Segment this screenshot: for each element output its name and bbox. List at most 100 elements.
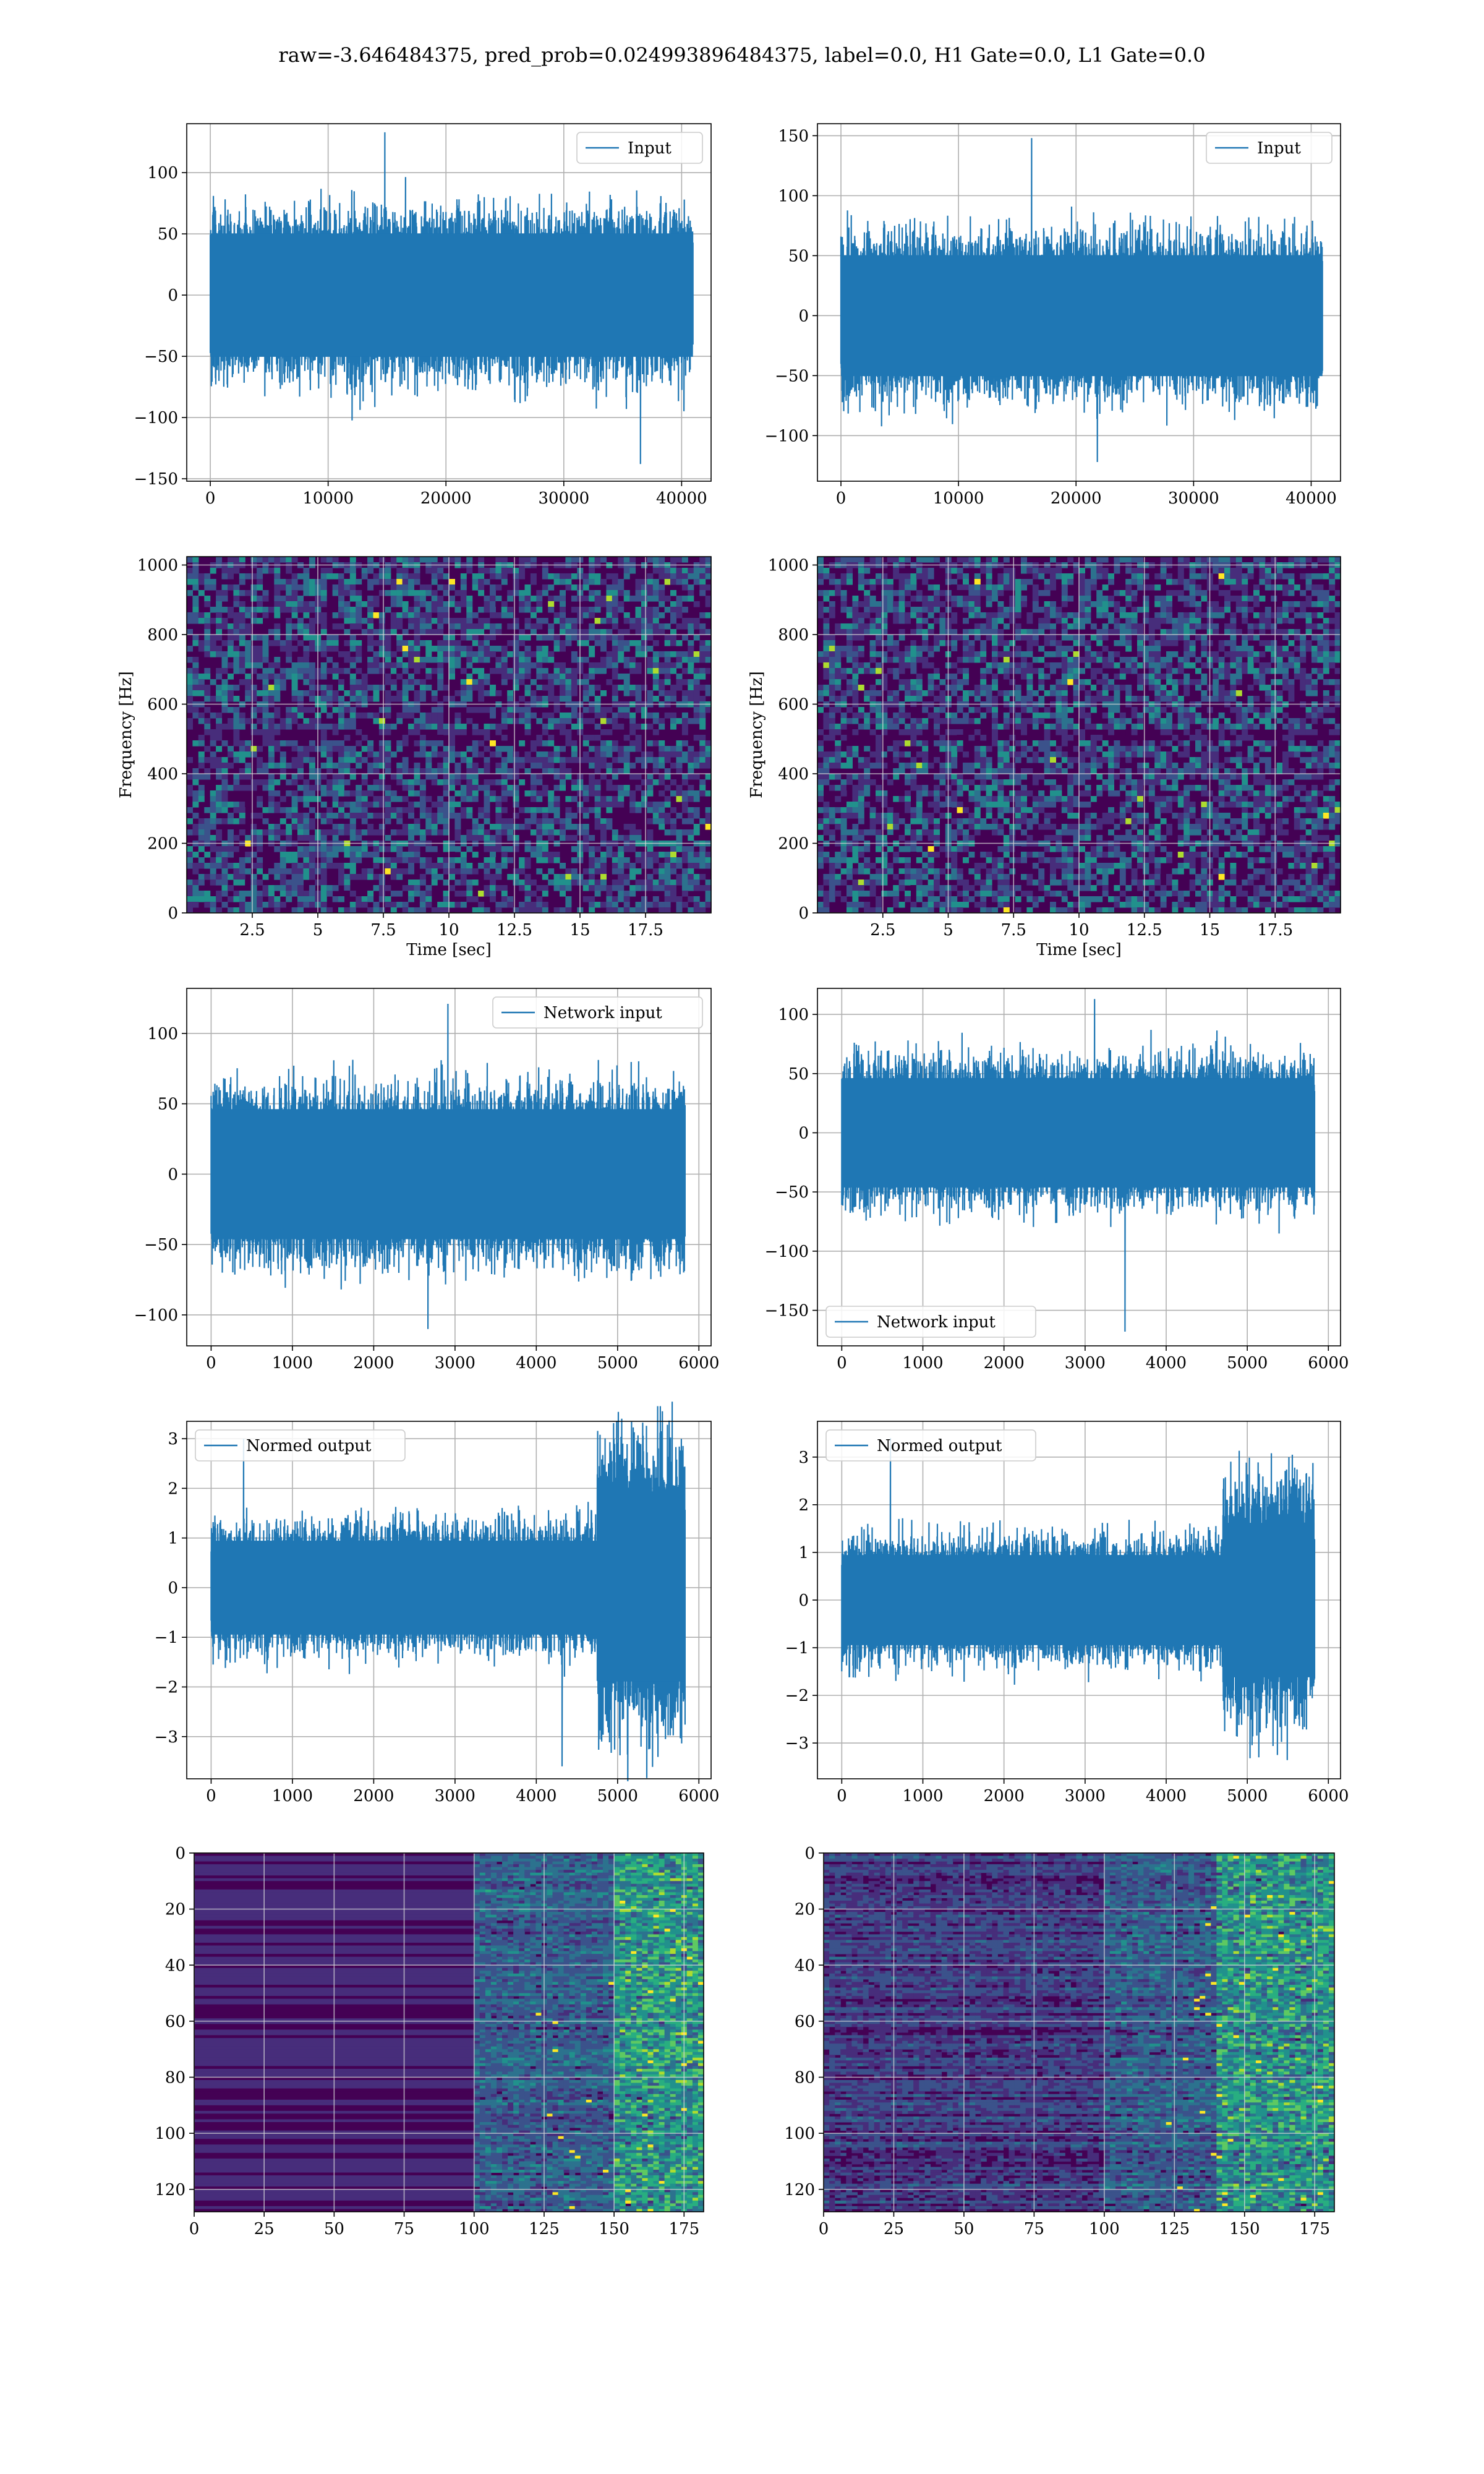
heatmap-cell — [606, 852, 612, 858]
heatmap-cell — [286, 596, 292, 602]
heatmap-cell — [239, 640, 245, 646]
heatmap-cell — [216, 596, 222, 602]
heatmap-cell — [466, 868, 472, 875]
heatmap-cell — [641, 584, 647, 591]
heatmap-cell — [676, 557, 683, 563]
heatmap-cell — [350, 596, 356, 602]
heatmap-cell — [1282, 601, 1289, 607]
heatmap-cell — [478, 729, 484, 735]
heatmap-cell — [321, 818, 327, 824]
heatmap-cell — [257, 802, 263, 808]
heatmap-cell — [659, 668, 665, 674]
heatmap-cell — [239, 679, 245, 685]
heatmap-cell — [606, 846, 612, 852]
heatmap-cell — [286, 707, 292, 713]
heatmap-cell — [1166, 612, 1172, 618]
heatmap-cell — [274, 579, 280, 585]
heatmap-cell — [899, 657, 905, 663]
heatmap-cell — [893, 618, 899, 624]
heatmap-cell — [414, 679, 420, 685]
heatmap-cell — [682, 657, 688, 663]
heatmap-cell — [495, 724, 501, 730]
heatmap-cell — [647, 885, 653, 891]
heatmap-cell — [1195, 657, 1201, 663]
heatmap-cell — [636, 880, 642, 886]
heatmap-cell — [565, 880, 571, 886]
heatmap-cell — [536, 829, 542, 836]
heatmap-cell — [922, 629, 928, 635]
heatmap-cell — [1062, 629, 1068, 635]
heatmap-cell — [682, 874, 688, 880]
heatmap-cell — [507, 790, 513, 797]
heatmap-cell — [829, 612, 835, 618]
heatmap-cell — [676, 790, 683, 797]
heatmap-cell — [699, 612, 706, 618]
chart-r1c2: Input0 10000 20000 30000 40000−100−500501001… — [765, 124, 1341, 508]
heatmap-cell — [699, 746, 706, 752]
heatmap-cell — [1265, 623, 1271, 630]
heatmap-cell — [612, 612, 618, 618]
heatmap-cell — [437, 796, 443, 802]
heatmap-cell — [216, 685, 222, 691]
heatmap-cell — [420, 557, 426, 563]
heatmap-cell — [1055, 662, 1062, 669]
heatmap-cell — [490, 590, 496, 596]
heatmap-cell — [992, 590, 998, 596]
heatmap-cell — [899, 635, 905, 641]
heatmap-cell — [408, 779, 414, 785]
heatmap-cell — [1120, 629, 1126, 635]
heatmap-cell — [1265, 612, 1271, 618]
heatmap-cell — [1201, 640, 1207, 646]
heatmap-cell — [1230, 568, 1236, 574]
heatmap-cell — [239, 891, 245, 897]
heatmap-cell — [893, 557, 899, 563]
heatmap-cell — [583, 796, 589, 802]
heatmap-cell — [1050, 640, 1056, 646]
heatmap-cell — [1242, 607, 1248, 613]
heatmap-cell — [1323, 646, 1329, 652]
heatmap-cell — [513, 796, 519, 802]
heatmap-cell — [373, 768, 380, 774]
heatmap-cell — [251, 662, 257, 669]
heatmap-cell — [858, 584, 864, 591]
heatmap-cell — [490, 601, 496, 607]
heatmap-cell — [303, 635, 309, 641]
heatmap-cell — [408, 802, 414, 808]
heatmap-cell — [618, 757, 624, 763]
heatmap-cell — [233, 774, 239, 780]
heatmap-cell — [251, 835, 257, 841]
heatmap-cell — [1190, 579, 1196, 585]
heatmap-cell — [1009, 668, 1015, 674]
heatmap-cell — [1317, 651, 1323, 657]
heatmap-cell — [600, 635, 607, 641]
heatmap-cell — [560, 724, 566, 730]
heatmap-cell — [846, 568, 853, 574]
heatmap-cell — [986, 612, 992, 618]
heatmap-cell — [350, 835, 356, 841]
heatmap-cell — [1137, 629, 1143, 635]
heatmap-cell — [670, 685, 676, 691]
heatmap-cell — [461, 813, 467, 819]
heatmap-cell — [629, 557, 636, 563]
heatmap-cell — [425, 807, 432, 813]
heatmap-cell — [192, 679, 198, 685]
heatmap-cell — [233, 907, 239, 914]
heatmap-cell — [1015, 601, 1021, 607]
heatmap-cell — [600, 796, 607, 802]
heatmap-cell — [222, 757, 228, 763]
heatmap-cell — [484, 813, 490, 819]
y-tick-label: 100 — [778, 187, 809, 205]
heatmap-cell — [321, 612, 327, 618]
heatmap-cell — [618, 601, 624, 607]
heatmap-cell — [916, 618, 923, 624]
heatmap-cell — [858, 601, 864, 607]
heatmap-cell — [292, 874, 298, 880]
heatmap-cell — [1096, 612, 1102, 618]
heatmap-cell — [939, 629, 945, 635]
heatmap-cell — [198, 785, 205, 791]
heatmap-cell — [1294, 662, 1300, 669]
heatmap-cell — [554, 596, 560, 602]
heatmap-cell — [309, 885, 315, 891]
heatmap-cell — [192, 779, 198, 785]
heatmap-cell — [344, 746, 350, 752]
